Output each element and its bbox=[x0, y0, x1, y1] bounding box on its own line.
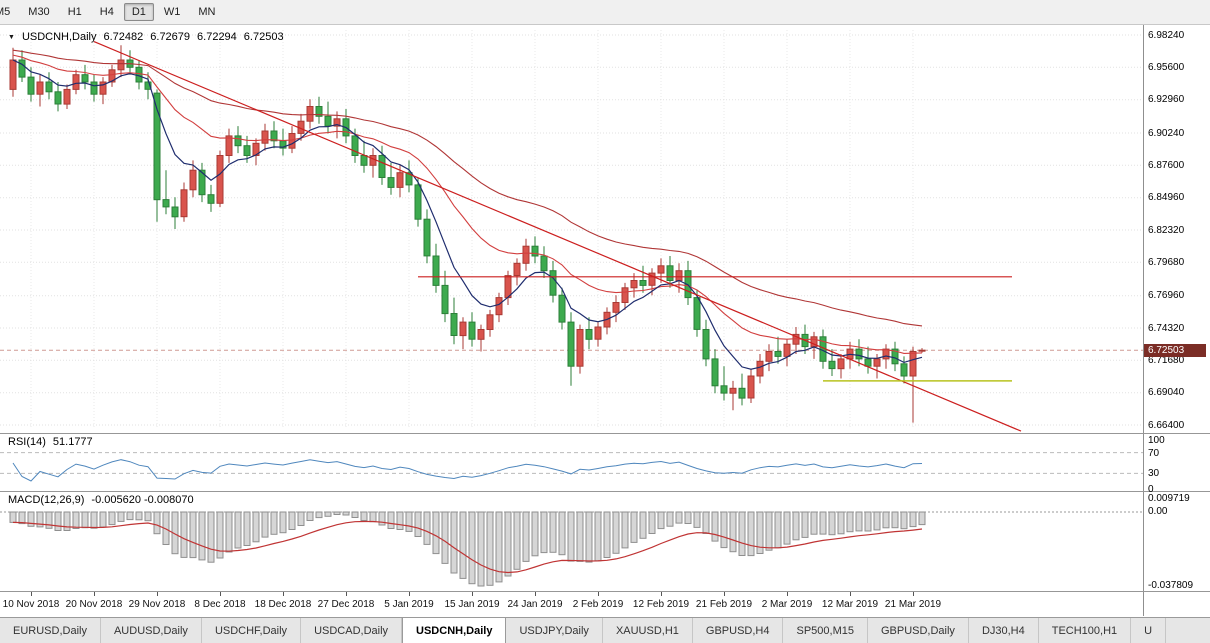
timeframe-button-m30[interactable]: M30 bbox=[28, 6, 50, 18]
symbol-tab-tech100-h1[interactable]: TECH100,H1 bbox=[1039, 618, 1132, 643]
ohlc-close: 6.72503 bbox=[243, 31, 284, 43]
price-axis-label: 6.69040 bbox=[1148, 387, 1185, 399]
main-chart[interactable] bbox=[0, 25, 1143, 433]
bid-price-tag: 6.72503 bbox=[1144, 344, 1206, 357]
ohlc-high: 6.72679 bbox=[150, 31, 191, 43]
timeframe-button-d1[interactable]: D1 bbox=[123, 3, 154, 21]
price-axis-label: 6.84960 bbox=[1148, 192, 1185, 204]
macd-axis-label: 0.00 bbox=[1148, 506, 1168, 517]
macd-axis-label: 0.009719 bbox=[1148, 493, 1190, 504]
date-tick bbox=[409, 592, 410, 596]
date-label: 29 Nov 2018 bbox=[128, 599, 186, 610]
price-axis-label: 6.79680 bbox=[1148, 256, 1185, 268]
price-axis-label: 6.87600 bbox=[1148, 159, 1185, 171]
date-tick bbox=[787, 592, 788, 596]
symbol-tab-gbpusd-h4[interactable]: GBPUSD,H4 bbox=[693, 618, 784, 643]
price-axis-label: 6.71680 bbox=[1148, 354, 1185, 366]
timeframe-button-w1[interactable]: W1 bbox=[163, 6, 181, 18]
symbol-tab-usdchf-daily[interactable]: USDCHF,Daily bbox=[202, 618, 302, 643]
date-label: 5 Jan 2019 bbox=[384, 599, 434, 610]
date-tick bbox=[472, 592, 473, 596]
date-axis[interactable]: 10 Nov 2018 20 Nov 2018 29 Nov 2018 8 Dec 2… bbox=[0, 592, 1143, 616]
panel-separator[interactable] bbox=[0, 591, 1210, 592]
symbol-tab-eurusd-daily[interactable]: EURUSD,Daily bbox=[0, 618, 101, 643]
chart-symbol-label: USDCNH,Daily bbox=[21, 31, 97, 43]
date-label: 15 Jan 2019 bbox=[444, 599, 500, 610]
price-axis-label: 6.98240 bbox=[1148, 29, 1185, 41]
date-tick bbox=[283, 592, 284, 596]
timeframe-toolbar: M5 M30 H1 H4 D1 W1 MN bbox=[0, 0, 1210, 25]
symbol-tab-u[interactable]: U bbox=[1131, 618, 1167, 643]
macd-name: MACD(12,26,9) bbox=[8, 494, 85, 506]
rsi-value: 51.1777 bbox=[52, 436, 93, 448]
symbol-tab-bar: EURUSD,Daily AUDUSD,Daily USDCHF,Daily USDC… bbox=[0, 617, 1210, 643]
price-axis-label: 6.74320 bbox=[1148, 322, 1185, 334]
date-label: 20 Nov 2018 bbox=[65, 599, 123, 610]
rsi-axis-label: 30 bbox=[1148, 468, 1160, 480]
ohlc-open: 6.72482 bbox=[103, 31, 144, 43]
rsi-axis-label: 0 bbox=[1148, 484, 1154, 495]
price-axis-label: 6.66400 bbox=[1148, 419, 1185, 431]
date-label: 2 Feb 2019 bbox=[572, 599, 624, 610]
date-tick bbox=[850, 592, 851, 596]
price-axis-label: 6.95600 bbox=[1148, 61, 1185, 73]
date-tick bbox=[94, 592, 95, 596]
symbol-tab-usdjpy-daily[interactable]: USDJPY,Daily bbox=[506, 618, 603, 643]
rsi-label: RSI(14) 51.1777 bbox=[8, 436, 93, 448]
chart-header: ▼ USDCNH,Daily 6.72482 6.72679 6.72294 6… bbox=[8, 31, 284, 43]
date-tick bbox=[157, 592, 158, 596]
date-label: 18 Dec 2018 bbox=[254, 599, 312, 610]
rsi-name: RSI(14) bbox=[8, 436, 46, 448]
date-label: 10 Nov 2018 bbox=[2, 599, 60, 610]
rsi-axis-label: 100 bbox=[1148, 435, 1165, 446]
date-label: 21 Mar 2019 bbox=[884, 599, 942, 610]
date-label: 21 Feb 2019 bbox=[695, 599, 753, 610]
symbol-tab-usdcnh-daily[interactable]: USDCNH,Daily bbox=[402, 618, 507, 643]
date-label: 27 Dec 2018 bbox=[317, 599, 375, 610]
date-tick bbox=[661, 592, 662, 596]
date-tick bbox=[535, 592, 536, 596]
symbol-tab-sp500-m15[interactable]: SP500,M15 bbox=[783, 618, 868, 643]
rsi-axis-label: 70 bbox=[1148, 447, 1160, 459]
macd-axis-label: -0.037809 bbox=[1148, 580, 1194, 591]
symbol-tab-dj30-h4[interactable]: DJ30,H4 bbox=[969, 618, 1039, 643]
timeframe-button-h1[interactable]: H1 bbox=[67, 6, 82, 18]
date-label: 12 Mar 2019 bbox=[821, 599, 879, 610]
date-tick bbox=[598, 592, 599, 596]
panel-separator[interactable] bbox=[0, 491, 1210, 492]
date-tick bbox=[346, 592, 347, 596]
price-axis-label: 6.90240 bbox=[1148, 127, 1185, 139]
price-axis bbox=[1143, 25, 1210, 616]
symbol-tab-gbpusd-daily[interactable]: GBPUSD,Daily bbox=[868, 618, 969, 643]
price-axis-label: 6.76960 bbox=[1148, 290, 1185, 302]
symbol-tab-audusd-daily[interactable]: AUDUSD,Daily bbox=[101, 618, 202, 643]
symbol-marker-icon: ▼ bbox=[8, 33, 15, 41]
date-label: 24 Jan 2019 bbox=[507, 599, 563, 610]
macd-values: -0.005620 -0.008070 bbox=[91, 494, 194, 506]
symbol-tab-xauusd-h1[interactable]: XAUUSD,H1 bbox=[603, 618, 693, 643]
date-tick bbox=[220, 592, 221, 596]
panel-separator[interactable] bbox=[0, 433, 1210, 434]
date-tick bbox=[31, 592, 32, 596]
macd-panel[interactable] bbox=[0, 492, 1143, 590]
timeframe-button-h4[interactable]: H4 bbox=[99, 6, 114, 18]
ohlc-low: 6.72294 bbox=[197, 31, 237, 43]
timeframe-button-mn[interactable]: MN bbox=[198, 6, 216, 18]
date-label: 8 Dec 2018 bbox=[194, 599, 246, 610]
price-axis-label: 6.82320 bbox=[1148, 224, 1185, 236]
date-label: 12 Feb 2019 bbox=[632, 599, 690, 610]
date-label: 2 Mar 2019 bbox=[761, 599, 813, 610]
symbol-tab-usdcad-daily[interactable]: USDCAD,Daily bbox=[301, 618, 403, 643]
macd-label: MACD(12,26,9) -0.005620 -0.008070 bbox=[8, 494, 194, 506]
price-axis-label: 6.92960 bbox=[1148, 94, 1185, 106]
date-tick bbox=[913, 592, 914, 596]
date-tick bbox=[724, 592, 725, 596]
rsi-panel[interactable] bbox=[0, 434, 1143, 490]
timeframe-button-m5[interactable]: M5 bbox=[0, 6, 11, 18]
